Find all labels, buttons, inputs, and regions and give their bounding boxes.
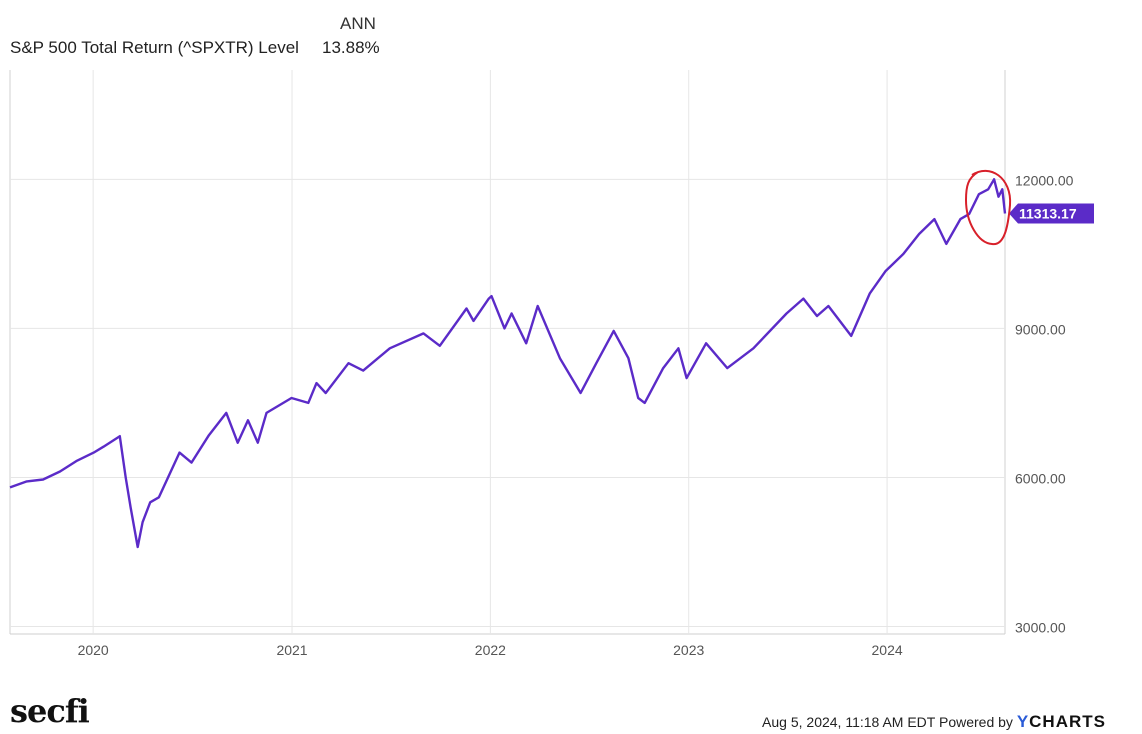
y-tick-label: 12000.00 bbox=[1015, 172, 1074, 188]
ycharts-logo: YCHARTS bbox=[1017, 712, 1106, 731]
ycharts-logo-text: CHARTS bbox=[1029, 712, 1106, 731]
timestamp: Aug 5, 2024, 11:18 AM EDT bbox=[762, 714, 936, 730]
y-tick-label: 3000.00 bbox=[1015, 620, 1066, 636]
x-tick-label: 2024 bbox=[872, 642, 903, 658]
powered-by-text: Powered by bbox=[938, 714, 1013, 730]
x-tick-label: 2020 bbox=[78, 642, 109, 658]
annotation-circle bbox=[964, 169, 1012, 246]
x-tick-label: 2023 bbox=[673, 642, 704, 658]
last-value-tag bbox=[1009, 203, 1094, 224]
secfi-logo: secfi bbox=[10, 692, 90, 730]
series-line bbox=[9, 178, 1007, 549]
last-value-label: 11313.17 bbox=[1019, 205, 1077, 221]
legend-series-value: 13.88% bbox=[322, 38, 380, 57]
x-tick-label: 2021 bbox=[276, 642, 307, 658]
x-tick-label: 2022 bbox=[475, 642, 506, 658]
chart-footer: Aug 5, 2024, 11:18 AM EDT Powered by YCH… bbox=[762, 712, 1106, 732]
legend-row: S&P 500 Total Return (^SPXTR) Level 13.8… bbox=[10, 38, 380, 58]
legend-header: ANN bbox=[340, 14, 376, 33]
ycharts-logo-mark: Y bbox=[1016, 712, 1030, 731]
y-tick-label: 9000.00 bbox=[1015, 321, 1066, 337]
legend-series-name: S&P 500 Total Return (^SPXTR) Level bbox=[10, 38, 299, 57]
y-tick-label: 6000.00 bbox=[1015, 470, 1066, 486]
